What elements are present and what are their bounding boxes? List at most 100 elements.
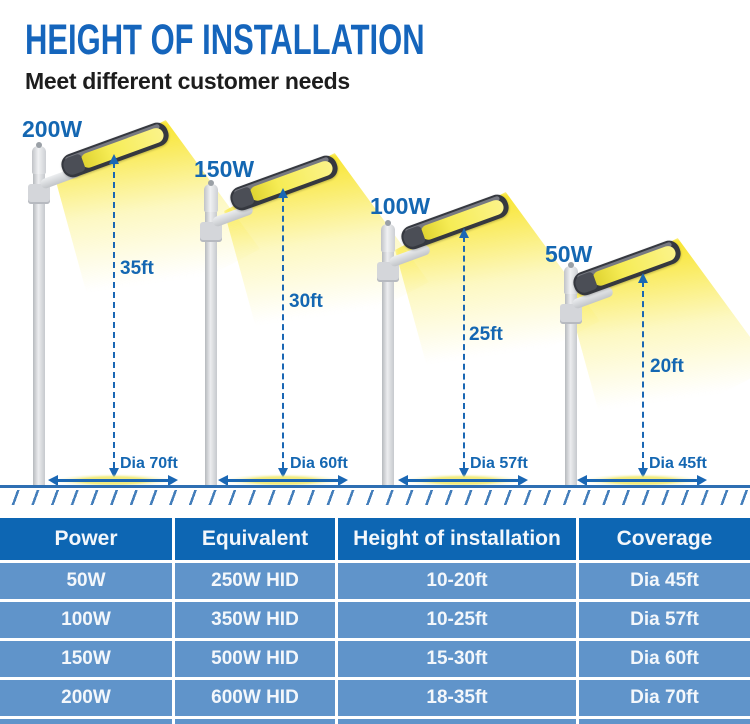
arrow-up-icon: [638, 273, 648, 283]
arrow-down-icon: [109, 468, 119, 478]
arrow-down-icon: [459, 468, 469, 478]
table-cell: Dia 60ft: [579, 641, 750, 677]
lamp-panel: [590, 243, 678, 288]
table-cell: 10-20ft: [338, 563, 576, 599]
height-dash-line: [113, 162, 115, 468]
light-cone: [55, 120, 260, 335]
table-cell: Dia 70ft: [579, 680, 750, 716]
table-row: 150W 500W HID 15-30ft Dia 60ft: [0, 641, 750, 677]
table-row: 200W 600W HID 18-35ft Dia 70ft: [0, 680, 750, 716]
diameter-label: Dia 60ft: [290, 455, 348, 472]
table-cell: 500W HID: [175, 641, 335, 677]
table-cell: 250W HID: [175, 563, 335, 599]
diameter-label: Dia 45ft: [649, 455, 707, 472]
table-cell: 600W HID: [175, 680, 335, 716]
table-cell: [579, 719, 750, 724]
table-header-cell: Coverage: [579, 518, 750, 560]
pole-screw: [568, 262, 574, 268]
table-cell: 10-25ft: [338, 602, 576, 638]
pole: [565, 274, 577, 486]
table-cell: [175, 719, 335, 724]
lamp-panel: [418, 197, 506, 242]
mount-bracket: [560, 304, 582, 324]
arrow-up-icon: [459, 228, 469, 238]
power-label: 200W: [22, 116, 83, 142]
lamp-head-rim: [233, 156, 330, 196]
mount-arm: [388, 243, 432, 268]
diameter-label: Dia 57ft: [470, 455, 528, 472]
pole-screw: [36, 142, 42, 148]
height-label: 35ft: [120, 258, 154, 279]
pole-screw: [385, 220, 391, 226]
mount-arm: [571, 285, 615, 310]
pole-screw: [208, 180, 214, 186]
table-cell: 200W: [0, 680, 172, 716]
table-row-partial: [0, 719, 750, 724]
lamp-head: [398, 191, 512, 253]
pole-cap: [381, 224, 395, 252]
diameter-label: Dia 70ft: [120, 455, 178, 472]
lamp-head: [570, 237, 684, 299]
lamp-head: [227, 152, 341, 214]
power-label: 150W: [194, 156, 255, 182]
pole-cap: [32, 146, 46, 174]
diameter-arrow: [398, 475, 528, 486]
power-label: 50W: [545, 241, 593, 267]
arrow-down-icon: [278, 468, 288, 478]
lamp-head-rim: [64, 123, 161, 163]
table-header-cell: Equivalent: [175, 518, 335, 560]
light-cone: [224, 153, 429, 368]
table-cell: [0, 719, 172, 724]
height-dash-line: [642, 281, 644, 468]
power-label: 100W: [370, 193, 431, 219]
spec-table: Power Equivalent Height of installation …: [0, 518, 750, 724]
table-cell: Dia 57ft: [579, 602, 750, 638]
diameter-arrow: [577, 475, 707, 486]
ground-hatch: [0, 490, 750, 505]
ground-line: [0, 485, 750, 488]
mount-arm: [39, 165, 83, 190]
height-label: 25ft: [469, 324, 503, 345]
table-cell: 50W: [0, 563, 172, 599]
height-dash-line: [282, 196, 284, 468]
page-subtitle: Meet different customer needs: [25, 68, 350, 94]
lamp-hood: [230, 186, 256, 210]
mount-bracket: [28, 184, 50, 204]
arrow-up-icon: [278, 188, 288, 198]
table-cell: Dia 45ft: [579, 563, 750, 599]
lamp-hood: [573, 271, 599, 295]
arrow-down-icon: [638, 468, 648, 478]
lamp-head-rim: [404, 195, 501, 235]
diameter-arrow: [48, 475, 178, 486]
table-cell: [338, 719, 576, 724]
table-row: 100W 350W HID 10-25ft Dia 57ft: [0, 602, 750, 638]
lamp-panel: [247, 158, 335, 203]
mount-bracket: [200, 222, 222, 242]
lamp-hood: [61, 153, 87, 177]
light-cone: [567, 238, 750, 453]
pole: [205, 192, 217, 486]
table-cell: 18-35ft: [338, 680, 576, 716]
pole: [33, 154, 45, 486]
lamp-hood: [401, 225, 427, 249]
mount-arm: [211, 203, 255, 228]
page-title: HEIGHT OF INSTALLATION: [25, 16, 425, 64]
height-dash-line: [463, 236, 465, 468]
light-cone: [395, 192, 600, 407]
pole: [382, 232, 394, 486]
lamp-head: [58, 119, 172, 181]
table-header-cell: Power: [0, 518, 172, 560]
height-label: 30ft: [289, 291, 323, 312]
table-header-row: Power Equivalent Height of installation …: [0, 518, 750, 560]
pole-cap: [564, 266, 578, 294]
table-cell: 150W: [0, 641, 172, 677]
table-row: 50W 250W HID 10-20ft Dia 45ft: [0, 563, 750, 599]
arrow-up-icon: [109, 154, 119, 164]
table-cell: 350W HID: [175, 602, 335, 638]
height-label: 20ft: [650, 356, 684, 377]
lamp-panel: [78, 125, 166, 170]
table-header-cell: Height of installation: [338, 518, 576, 560]
pole-cap: [204, 184, 218, 212]
lamp-head-rim: [576, 241, 673, 281]
